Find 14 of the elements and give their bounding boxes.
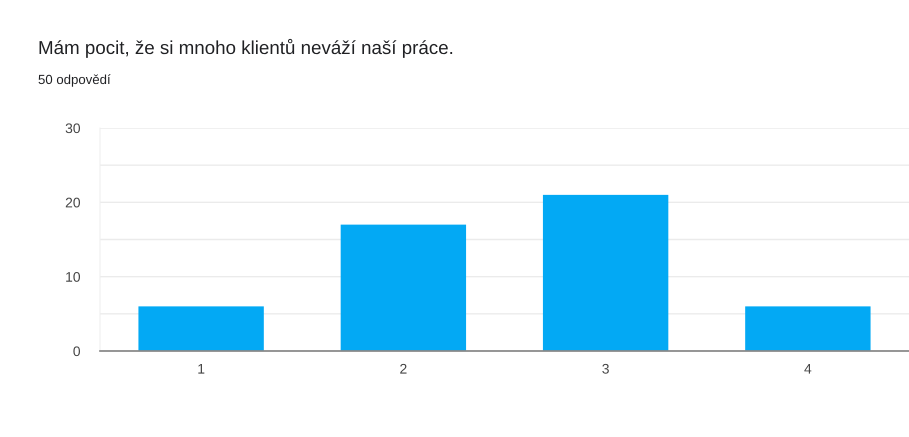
bar	[340, 224, 466, 351]
x-tick-label: 1	[198, 364, 204, 374]
chart-title: Mám pocit, že si mnoho klientů neváží naší práce.	[40, 38, 452, 58]
x-tick-label: 3	[602, 364, 609, 374]
chart-subtitle: 50 odpovědí	[38, 74, 111, 87]
y-tick-label: 30	[66, 123, 80, 134]
bar	[745, 306, 871, 351]
bar	[542, 194, 668, 351]
y-tick-label: 20	[66, 198, 80, 208]
x-tick-label: 4	[804, 364, 812, 374]
y-tick-label: 10	[66, 272, 80, 282]
bar	[138, 306, 264, 351]
y-tick-label: 0	[73, 346, 80, 356]
x-tick-label: 2	[400, 364, 407, 374]
